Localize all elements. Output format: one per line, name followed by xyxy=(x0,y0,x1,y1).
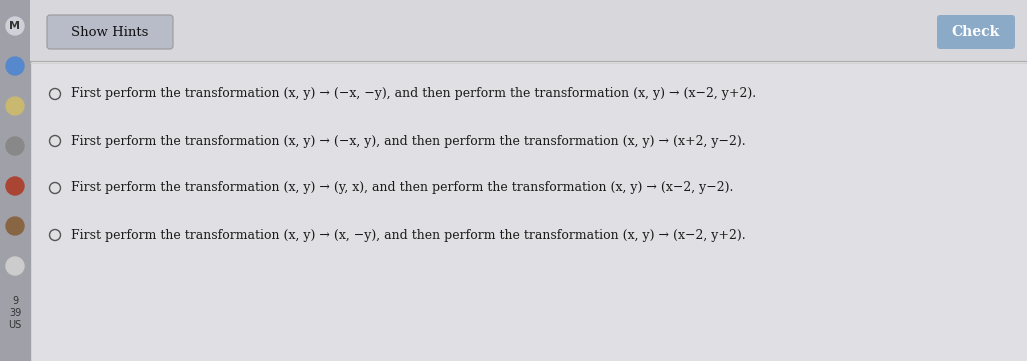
Circle shape xyxy=(6,137,24,155)
Circle shape xyxy=(6,57,24,75)
FancyBboxPatch shape xyxy=(30,0,1027,361)
Circle shape xyxy=(6,217,24,235)
FancyBboxPatch shape xyxy=(30,0,1027,61)
FancyBboxPatch shape xyxy=(937,15,1015,49)
Circle shape xyxy=(6,97,24,115)
Text: First perform the transformation (x, y) → (−x, −y), and then perform the transfo: First perform the transformation (x, y) … xyxy=(71,87,756,100)
Text: First perform the transformation (x, y) → (−x, y), and then perform the transfor: First perform the transformation (x, y) … xyxy=(71,135,746,148)
Bar xyxy=(0,0,30,361)
Text: First perform the transformation (x, y) → (x, −y), and then perform the transfor: First perform the transformation (x, y) … xyxy=(71,229,746,242)
Text: Show Hints: Show Hints xyxy=(71,26,149,39)
Circle shape xyxy=(6,17,24,35)
Text: First perform the transformation (x, y) → (y, x), and then perform the transform: First perform the transformation (x, y) … xyxy=(71,182,733,195)
Text: Check: Check xyxy=(952,25,1000,39)
Text: 39: 39 xyxy=(9,308,22,318)
Text: US: US xyxy=(8,320,22,330)
Text: 9: 9 xyxy=(12,296,18,306)
Circle shape xyxy=(6,257,24,275)
FancyBboxPatch shape xyxy=(47,15,173,49)
Circle shape xyxy=(6,177,24,195)
Text: M: M xyxy=(9,21,21,31)
